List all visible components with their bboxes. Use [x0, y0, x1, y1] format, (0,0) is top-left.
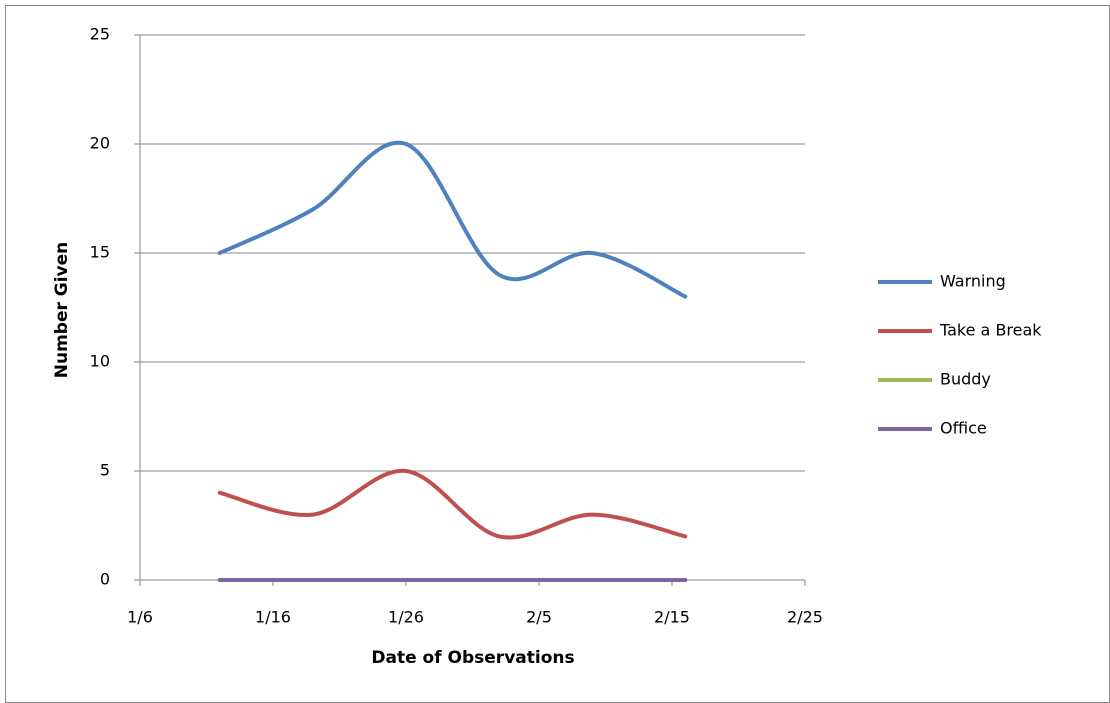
x-tick-label: 2/15 — [654, 608, 690, 627]
y-tick-label: 10 — [90, 352, 110, 371]
legend-label: Take a Break — [939, 321, 1042, 340]
series-line — [217, 468, 688, 540]
x-tick-label: 2/25 — [787, 608, 823, 627]
y-tick-label: 25 — [90, 25, 110, 44]
y-axis-title: Number Given — [52, 242, 72, 379]
x-tick-label: 2/5 — [526, 608, 552, 627]
legend-label: Buddy — [940, 370, 991, 389]
y-tick-label: 5 — [100, 461, 110, 480]
x-tick-label: 1/16 — [255, 608, 291, 627]
x-tick-label: 1/6 — [127, 608, 153, 627]
x-tick-label: 1/26 — [388, 608, 424, 627]
y-tick-label: 20 — [90, 134, 110, 153]
x-axis-title: Date of Observations — [371, 648, 574, 668]
y-tick-label: 15 — [90, 243, 110, 262]
y-tick-label: 0 — [100, 570, 110, 589]
series-line — [217, 140, 688, 299]
chart-border — [5, 5, 1110, 703]
legend-label: Office — [940, 419, 987, 438]
legend-label: Warning — [940, 272, 1006, 291]
